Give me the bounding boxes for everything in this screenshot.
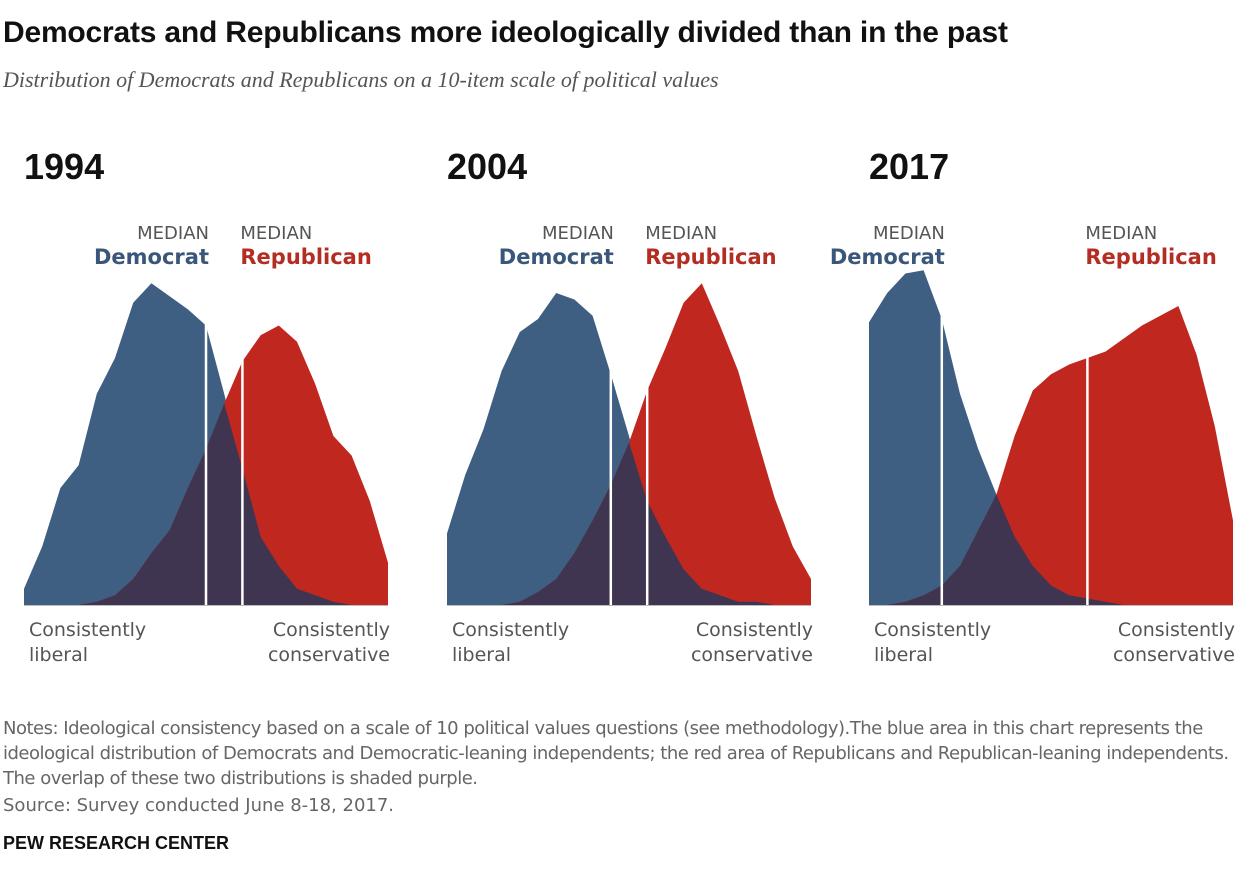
chart-title: Democrats and Republicans more ideologic… (3, 16, 1008, 49)
conservative-end-label: Consistently conservative (267, 619, 390, 666)
republican-median-caption: MEDIAN (240, 223, 312, 244)
panel-2004: 2004 MEDIAN Democrat MEDIAN Republican Cons… (427, 140, 827, 680)
conservative-end-label: Consistently conservative (1112, 619, 1235, 666)
liberal-end-label: Consistently liberal (29, 619, 147, 666)
overlap-area (447, 442, 811, 605)
organization-name: PEW RESEARCH CENTER (3, 833, 230, 853)
chart-source: Source: Survey conducted June 8-18, 2017… (3, 795, 395, 816)
panel-1994: 1994 MEDIAN Democrat MEDIAN Republican Cons… (4, 140, 404, 680)
republican-median-label: Republican (240, 245, 371, 269)
republican-median-caption: MEDIAN (1085, 223, 1157, 244)
democrat-median-label: Democrat (499, 245, 614, 269)
republican-area (869, 306, 1233, 605)
panel-year: 1994 (24, 146, 105, 187)
democrat-area (869, 270, 1233, 605)
republican-median-label: Republican (645, 245, 776, 269)
panel-year: 2017 (869, 146, 950, 187)
democrat-median-caption: MEDIAN (873, 223, 945, 244)
democrat-median-caption: MEDIAN (137, 223, 209, 244)
democrat-median-label: Democrat (830, 245, 945, 269)
republican-median-label: Republican (1085, 245, 1216, 269)
panel-2017: 2017 MEDIAN Democrat MEDIAN Republican Cons… (830, 140, 1249, 680)
democrat-median-label: Democrat (94, 245, 209, 269)
chart-notes: Notes: Ideological consistency based on … (3, 718, 1229, 789)
republican-median-caption: MEDIAN (645, 223, 717, 244)
panel-year: 2004 (447, 146, 528, 187)
liberal-end-label: Consistently liberal (874, 619, 992, 666)
overlap-area (869, 494, 1233, 605)
conservative-end-label: Consistently conservative (690, 619, 813, 666)
liberal-end-label: Consistently liberal (452, 619, 570, 666)
democrat-median-caption: MEDIAN (542, 223, 614, 244)
chart-subtitle: Distribution of Democrats and Republican… (3, 67, 719, 92)
